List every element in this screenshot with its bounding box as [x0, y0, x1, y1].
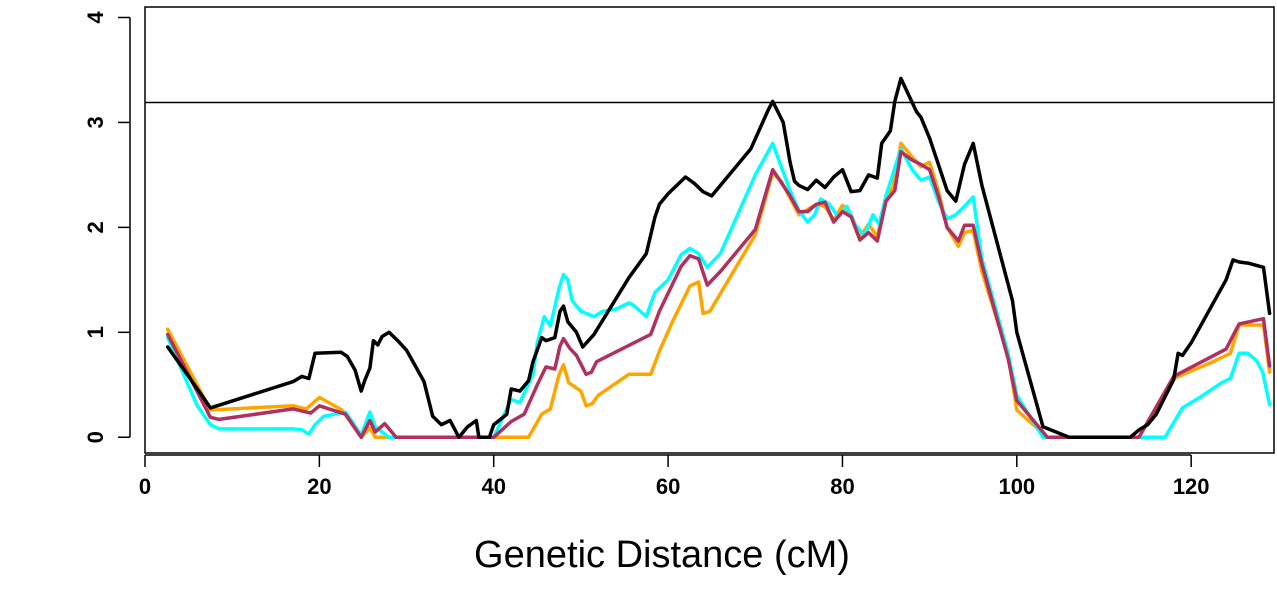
x-tick-label: 80 — [830, 474, 854, 499]
plot-frame — [144, 6, 1275, 454]
y-tick-label: 1 — [83, 326, 108, 338]
y-tick-label: 0 — [83, 431, 108, 443]
series-line-4 — [165, 76, 1272, 440]
x-tick-label: 20 — [307, 474, 331, 499]
y-axis: 0 1 2 3 4 — [83, 11, 131, 443]
x-tick-label: 0 — [139, 474, 151, 499]
x-tick-label: 40 — [481, 474, 505, 499]
y-tick-label: 4 — [83, 11, 108, 24]
series-layer — [165, 76, 1272, 440]
x-axis-title: Genetic Distance (cM) — [474, 534, 850, 576]
x-tick-label: 120 — [1173, 474, 1210, 499]
y-tick-label: 3 — [83, 116, 108, 128]
y-tick-label: 2 — [83, 221, 108, 233]
x-tick-label: 60 — [656, 474, 680, 499]
series-line-3 — [165, 150, 1272, 440]
x-tick-label: 100 — [998, 474, 1035, 499]
x-axis: 0 20 40 60 80 100 120 — [139, 454, 1210, 499]
